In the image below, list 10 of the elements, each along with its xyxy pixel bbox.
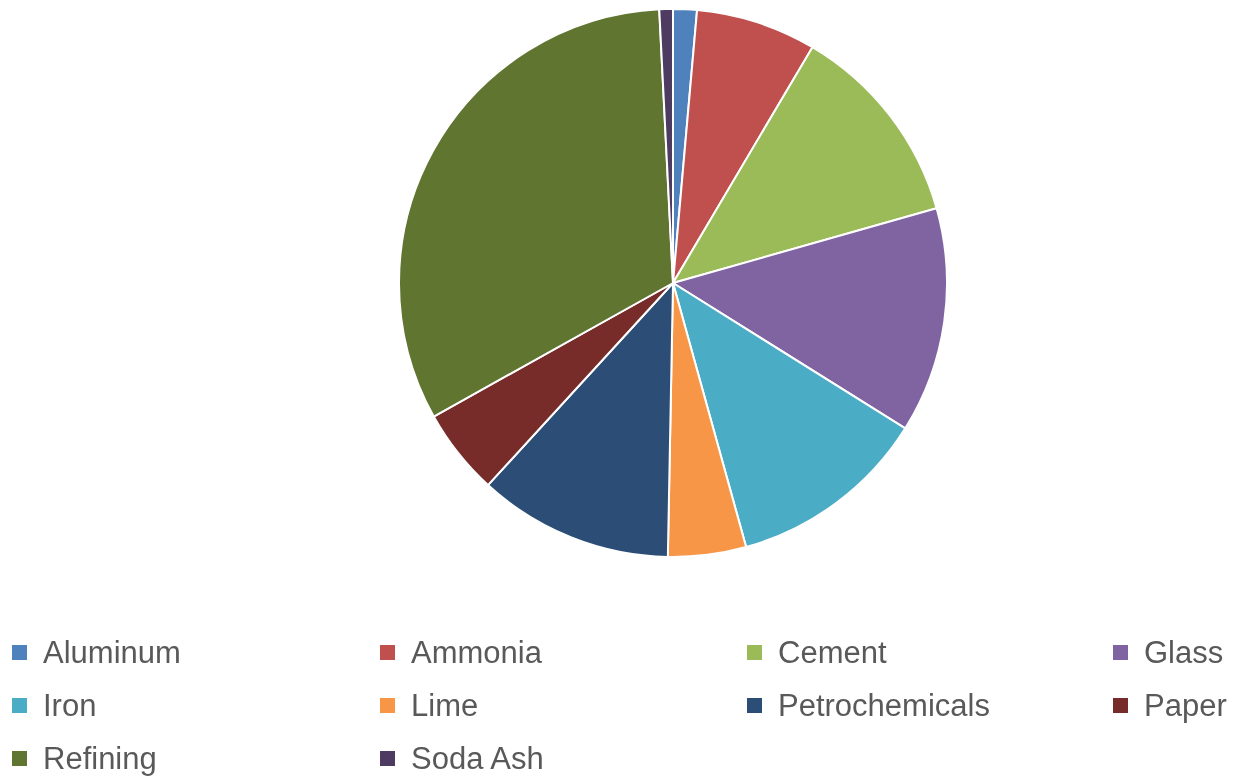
legend-label: Petrochemicals [778,687,990,724]
legend-label: Soda Ash [411,740,544,777]
legend-label: Lime [411,687,479,724]
legend-label: Cement [778,634,887,671]
legend-label: Ammonia [411,634,542,671]
legend-label: Refining [43,740,157,777]
legend-label: Glass [1144,634,1224,671]
legend-label: Aluminum [43,634,181,671]
legend-label: Paper [1144,687,1227,724]
legend-label: Iron [43,687,97,724]
